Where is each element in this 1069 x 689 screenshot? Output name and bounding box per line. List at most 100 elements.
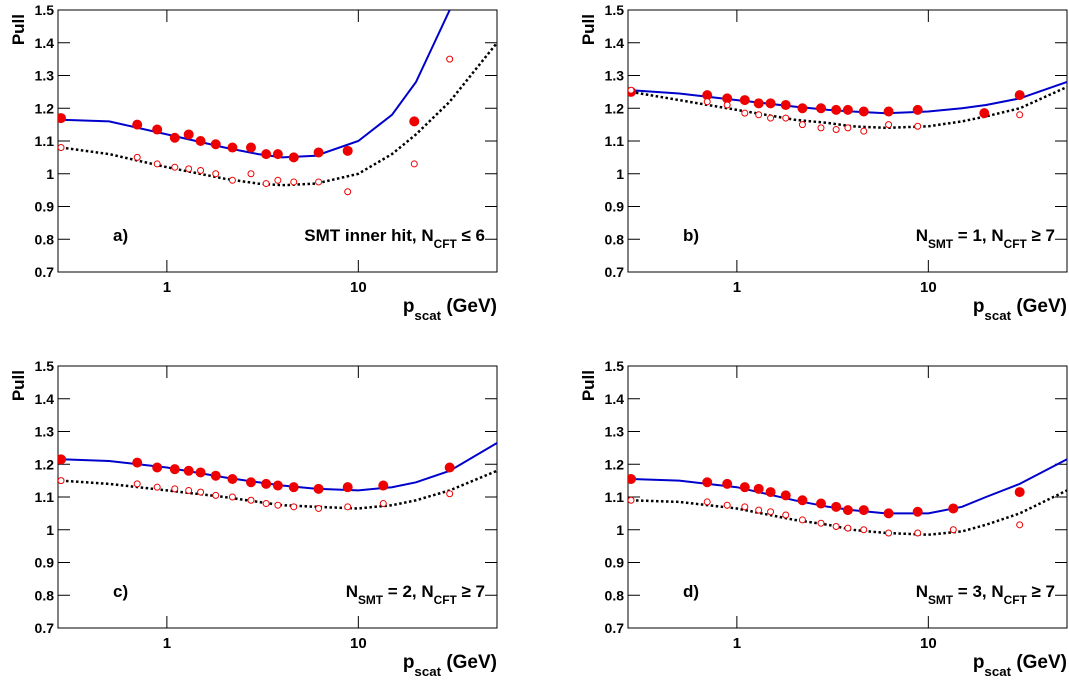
point-filled (858, 505, 869, 516)
point-open (844, 524, 852, 532)
point-open (228, 493, 236, 501)
point-filled (1014, 90, 1025, 101)
point-open (832, 126, 840, 134)
point-filled (313, 483, 324, 494)
point-open (782, 114, 790, 122)
point-open (628, 496, 635, 504)
y-tick-label: 1.2 (605, 100, 625, 116)
point-filled (883, 508, 894, 519)
annotation-part: SMT (928, 237, 954, 251)
point-open (782, 511, 790, 519)
point-open (844, 124, 852, 132)
annotation-part: SMT (928, 593, 954, 607)
point-filled (815, 103, 826, 114)
x-tick-label: 10 (920, 635, 937, 652)
y-tick-label: 0.9 (35, 555, 55, 571)
y-tick-label: 0.9 (605, 199, 625, 215)
y-axis-label: Pull (579, 14, 598, 45)
point-open (703, 98, 711, 106)
panel: 0.7 0.8 0.9 1 1.1 1.2 1.3 1.4 1.5 1 10 Pull pscat (G… (579, 2, 1068, 323)
point-open (212, 491, 220, 499)
y-tick-label: 1.4 (605, 35, 625, 51)
plot-area (58, 10, 497, 196)
panel: 0.7 0.8 0.9 1 1.1 1.2 1.3 1.4 1.5 1 10 Pull pscat (G… (9, 358, 498, 679)
point-open (133, 480, 141, 488)
point-filled (765, 98, 776, 109)
x-axis-label-part: scat (984, 308, 1011, 323)
point-filled (342, 145, 353, 156)
point-filled (58, 113, 67, 124)
point-filled (628, 473, 637, 484)
y-tick-label: 1.5 (35, 358, 55, 374)
x-axis-label: pscat (GeV) (973, 652, 1067, 679)
point-open (228, 176, 236, 184)
point-filled (753, 98, 764, 109)
x-axis-label-part: scat (414, 308, 441, 323)
point-open (628, 86, 635, 94)
point-filled (58, 454, 67, 465)
point-open (860, 526, 868, 534)
point-filled (780, 99, 791, 110)
annotation-part: N (916, 582, 928, 601)
annotation-part: SMT (358, 593, 384, 607)
annotation-part: CFT (434, 237, 458, 251)
point-open (914, 529, 922, 537)
point-filled (272, 149, 283, 160)
y-tick-label: 1.5 (35, 2, 55, 18)
point-open (197, 488, 205, 496)
point-open (58, 144, 65, 152)
point-open (171, 163, 179, 171)
point-filled (722, 478, 733, 489)
y-tick-label: 1.2 (35, 456, 55, 472)
point-open (914, 122, 922, 130)
point-open (262, 180, 270, 188)
annotation-part: N (346, 582, 358, 601)
y-tick-label: 1.3 (35, 68, 55, 84)
point-open (315, 178, 323, 186)
point-filled (272, 480, 283, 491)
point-open (274, 501, 282, 509)
plot-area (58, 442, 497, 512)
x-axis-label: pscat (GeV) (403, 652, 497, 679)
x-axis-label-part: p (403, 296, 415, 317)
point-filled (261, 478, 272, 489)
annotation-part: = 2, N (383, 582, 434, 601)
point-open (723, 101, 731, 109)
point-filled (797, 495, 808, 506)
y-tick-label: 0.8 (35, 231, 55, 247)
x-tick-label: 1 (733, 635, 741, 652)
point-open (274, 176, 282, 184)
panel: 0.7 0.8 0.9 1 1.1 1.2 1.3 1.4 1.5 1 10 Pull pscat (G… (9, 2, 498, 323)
annotation-part: ≤ 6 (457, 226, 485, 245)
point-filled (948, 503, 959, 514)
x-tick-label: 1 (163, 279, 171, 296)
point-open (344, 503, 352, 511)
annotation-part: N (916, 226, 928, 245)
annotation: NSMT = 3, NCFT ≥ 7 (916, 582, 1055, 607)
annotation: SMT inner hit, NCFT ≤ 6 (304, 226, 485, 251)
point-filled (183, 465, 194, 476)
point-filled (780, 490, 791, 501)
y-tick-label: 1.1 (35, 133, 55, 149)
point-open (723, 501, 731, 509)
y-tick-label: 1.1 (35, 489, 55, 505)
y-tick-label: 0.7 (35, 264, 55, 280)
point-open (755, 506, 763, 514)
x-axis-label-part: scat (984, 664, 1011, 679)
point-filled (883, 106, 894, 117)
point-open (197, 166, 205, 174)
panel-label: d) (683, 582, 699, 601)
point-filled (912, 506, 923, 517)
annotation-part: = 1, N (953, 226, 1004, 245)
point-filled (831, 104, 842, 115)
x-tick-label: 10 (920, 279, 937, 296)
point-open (446, 55, 454, 63)
point-open (767, 114, 775, 122)
y-tick-label: 1 (616, 522, 624, 538)
point-open (798, 516, 806, 524)
x-tick-label: 10 (350, 635, 367, 652)
point-open (949, 526, 957, 534)
x-axis-label-part: p (973, 296, 985, 317)
point-open (379, 500, 387, 508)
